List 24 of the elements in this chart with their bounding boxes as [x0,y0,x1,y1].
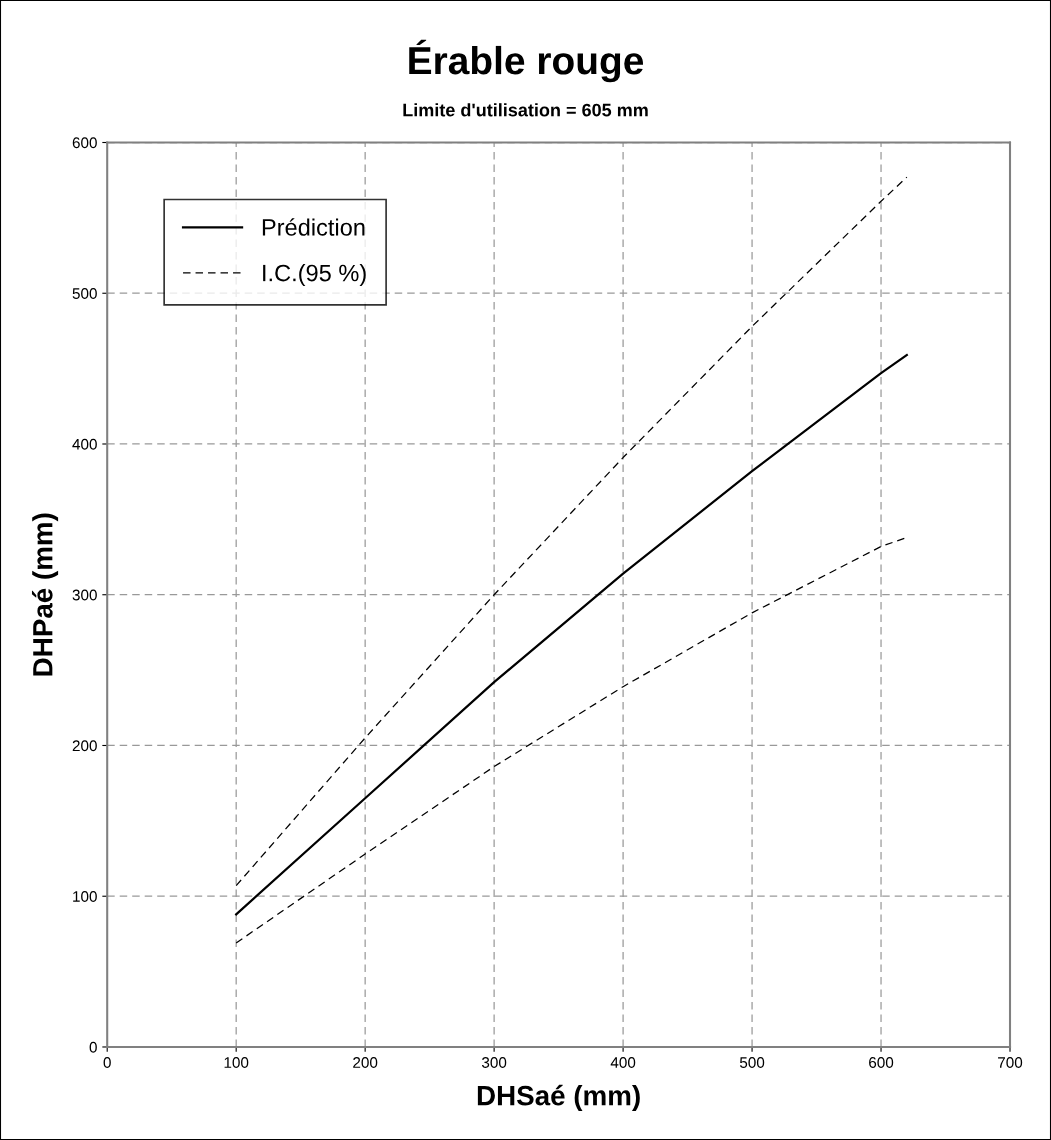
y-tick-label: 400 [72,438,97,450]
x-tick-label: 700 [998,1057,1023,1068]
y-axis-title: DHPaé (mm) [31,513,59,676]
y-tick-label: 600 [72,137,97,149]
legend-label: I.C.(95 %) [263,264,366,287]
x-tick-label: 400 [610,1057,636,1068]
y-tick-label: 300 [72,589,97,601]
y-tick-label: 100 [73,891,97,902]
x-tick-label: 300 [481,1057,507,1068]
line-series [235,536,908,944]
y-tick-label: 0 [89,1041,97,1053]
x-axis-title: DHSaé (mm) [477,1084,640,1111]
line-series [235,353,908,916]
x-tick-label: 200 [353,1057,378,1068]
y-tick-label: 200 [72,740,97,752]
x-tick-label: 500 [739,1057,765,1068]
legend-label: Prédiction [262,218,365,236]
line-series [235,176,908,887]
y-tick-label: 500 [72,288,97,299]
chart-subtitle: Limite d'utilisation = 605 mm [403,103,648,117]
chart-title: Érable rouge [409,39,644,83]
x-tick-label: 0 [103,1057,111,1068]
x-tick-label: 100 [224,1057,249,1068]
x-tick-label: 600 [869,1057,894,1068]
